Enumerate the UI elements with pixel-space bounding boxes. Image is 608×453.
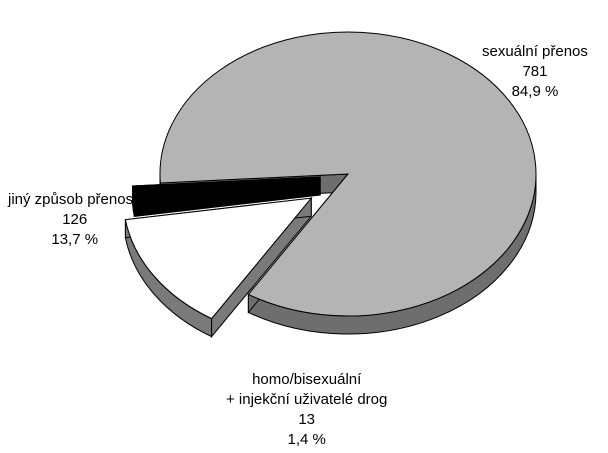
slice-1-top [131,176,321,200]
label-other-value: 126 [62,211,88,228]
label-homo-name-line2: + injekční uživatelé drog [226,391,388,408]
label-sexual-transmission: sexuální přenos 781 84,9 % [482,42,588,102]
label-homo-percent: 1,4 % [287,431,326,448]
slice-2-top [124,197,313,320]
label-sexual-name: sexuální přenos [482,43,588,60]
label-other-transmission: jiný způsob přenosu 126 13,7 % [8,190,141,250]
label-homo-name-line1: homo/bisexuální [252,371,362,388]
label-homo-value: 13 [298,411,316,428]
label-sexual-value: 781 [522,63,548,80]
label-other-percent: 13,7 % [51,231,99,248]
slice-1-group [131,176,321,218]
slice-0-top [159,31,537,317]
label-sexual-percent: 84,9 % [511,83,559,100]
label-homo-bisexual-idu: homo/bisexuální + injekční uživatelé dro… [226,370,387,450]
slice-2-group [124,196,313,338]
pie-slices [124,31,537,338]
label-other-name: jiný způsob přenosu [8,191,142,208]
